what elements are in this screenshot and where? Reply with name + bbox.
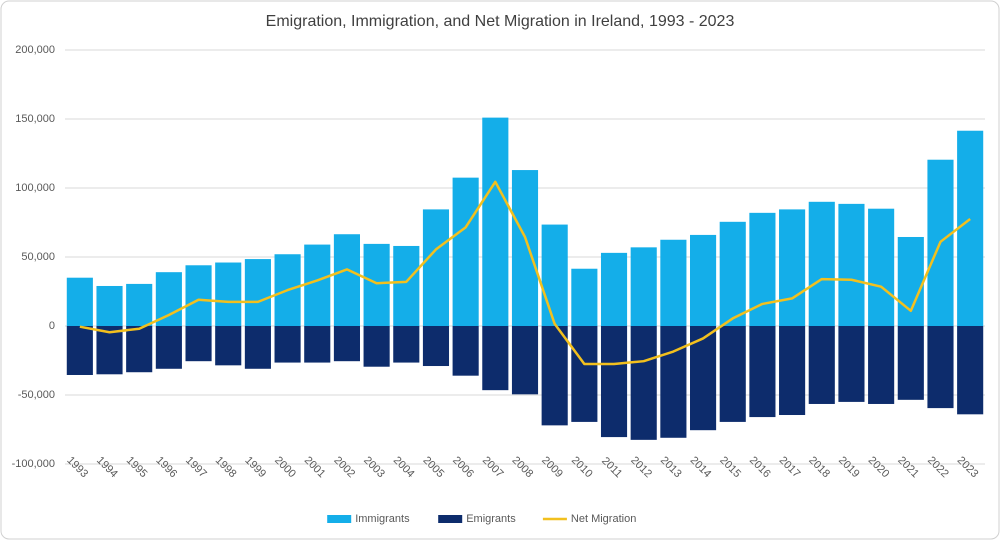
y-tick-label: -50,000 (18, 389, 55, 401)
bar (660, 326, 687, 438)
bar (274, 326, 301, 363)
bar (482, 117, 509, 327)
legend-label: Emigrants (466, 513, 516, 525)
bar (393, 326, 420, 363)
legend-swatch (327, 515, 352, 523)
y-tick-label: 200,000 (15, 44, 55, 56)
y-tick-label: 100,000 (15, 182, 55, 194)
bar (333, 326, 360, 362)
line (79, 180, 971, 366)
bar (452, 177, 479, 326)
bar (660, 239, 687, 326)
bar (482, 326, 509, 391)
bar (719, 326, 746, 422)
bar (600, 326, 628, 438)
bar (66, 277, 93, 326)
bar (897, 236, 924, 326)
bar (838, 203, 865, 326)
bar (808, 326, 835, 404)
y-tick-label: 0 (49, 320, 55, 332)
bar (957, 326, 984, 415)
legend-swatch (438, 515, 463, 523)
bar (244, 326, 271, 369)
bar (422, 209, 450, 326)
y-tick-label: -100,000 (12, 458, 55, 470)
bar (868, 326, 895, 404)
bar (511, 326, 539, 395)
bar (452, 326, 479, 376)
y-tick-label: 50,000 (21, 251, 55, 263)
bar (422, 326, 450, 367)
legend-label: Net Migration (571, 513, 636, 525)
bar (155, 326, 182, 369)
bar (511, 170, 539, 326)
bar (185, 326, 212, 362)
bar (215, 262, 242, 326)
bar (600, 252, 628, 326)
bar (155, 272, 182, 326)
bar (333, 234, 360, 326)
bar (897, 326, 924, 400)
chart-title: Emigration, Immigration, and Net Migrati… (266, 13, 735, 30)
bar (363, 243, 390, 326)
bar (630, 326, 657, 440)
bar (690, 234, 717, 326)
bar (304, 244, 331, 326)
bar (630, 247, 657, 326)
bar (749, 326, 776, 418)
bar (571, 268, 598, 326)
bar (185, 265, 212, 326)
bar (838, 326, 865, 402)
legend: Immigrants Emigrants Net Migration (327, 513, 636, 525)
bar (571, 326, 598, 422)
bar (957, 130, 984, 326)
legend-label: Immigrants (355, 513, 410, 525)
bar (808, 201, 835, 326)
y-tick-label: 150,000 (15, 113, 55, 125)
bar (66, 326, 93, 375)
bar (96, 326, 123, 375)
bar (244, 259, 271, 326)
bar (779, 209, 806, 326)
bar (304, 326, 331, 363)
bar (126, 326, 153, 373)
bar (96, 285, 123, 326)
bar (393, 245, 420, 326)
bar (779, 326, 806, 416)
bar (541, 224, 568, 326)
bar (541, 326, 568, 426)
bar (215, 326, 242, 366)
bar (719, 221, 746, 326)
bar (868, 208, 895, 326)
bar (927, 326, 954, 409)
bar (363, 326, 390, 367)
bar (126, 283, 153, 326)
